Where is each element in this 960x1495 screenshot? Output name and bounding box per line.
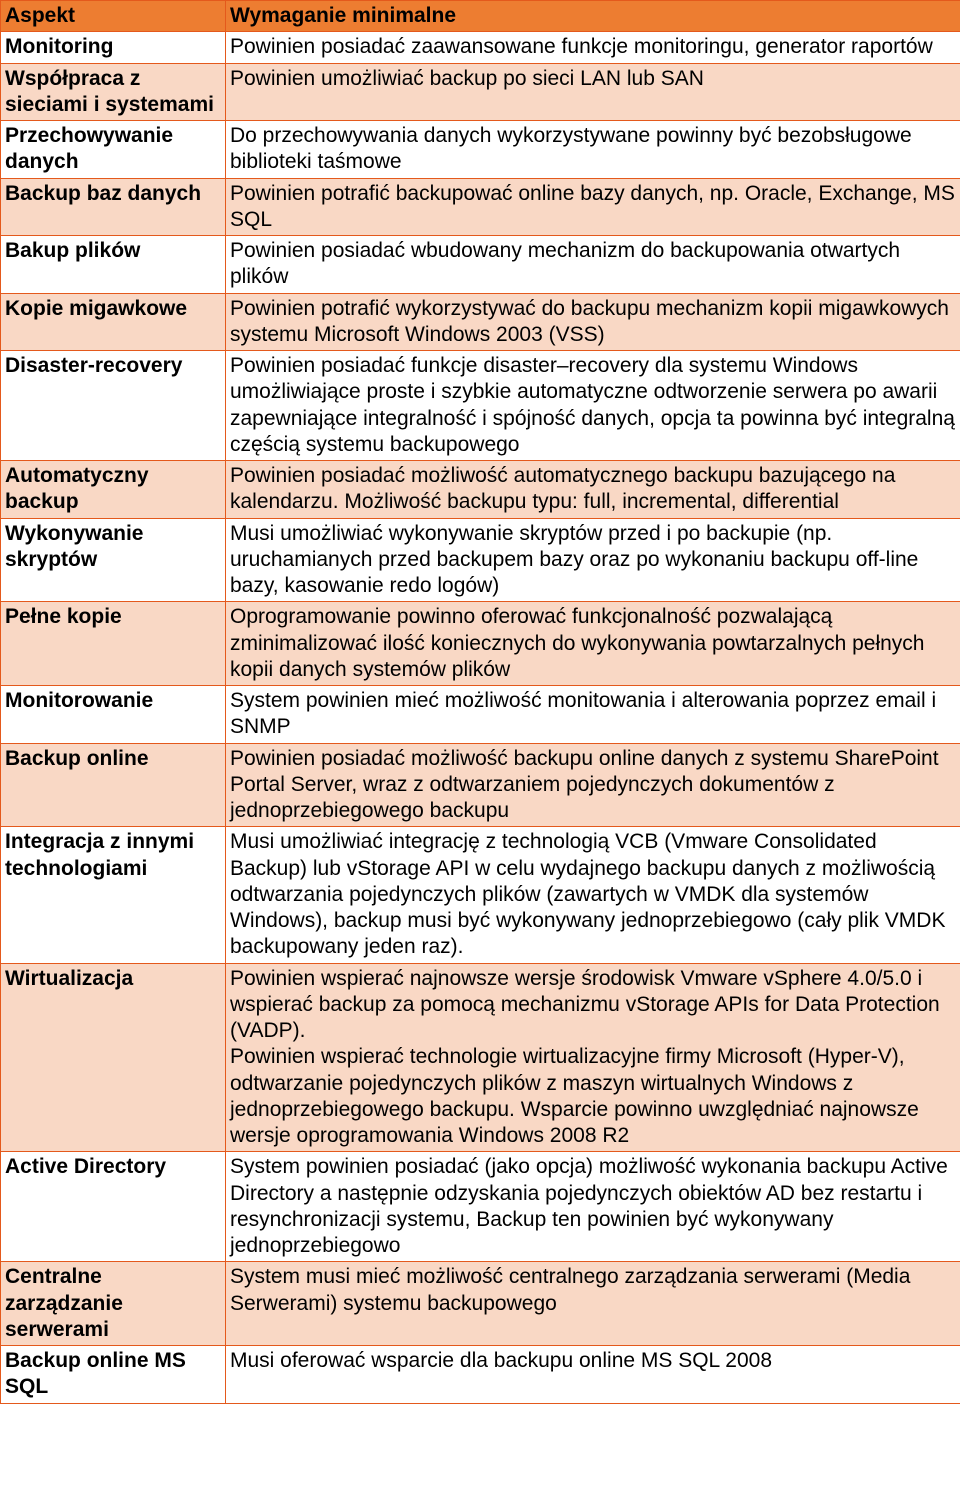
aspect-cell: Przechowywanie danych — [1, 121, 226, 179]
aspect-cell: Współpraca z sieciami i systemami — [1, 63, 226, 121]
requirement-cell: Powinien potrafić wykorzystywać do backu… — [226, 293, 960, 351]
requirement-cell: Powinien posiadać wbudowany mechanizm do… — [226, 236, 960, 294]
requirement-cell: Powinien potrafić backupować online bazy… — [226, 178, 960, 236]
table-row: Wykonywanie skryptówMusi umożliwiać wyko… — [1, 518, 960, 602]
aspect-cell: Active Directory — [1, 1152, 226, 1262]
table-row: Backup onlinePowinien posiadać możliwość… — [1, 743, 960, 827]
requirement-cell: Musi oferować wsparcie dla backupu onlin… — [226, 1346, 960, 1404]
table-row: Backup baz danychPowinien potrafić backu… — [1, 178, 960, 236]
aspect-cell: Bakup plików — [1, 236, 226, 294]
table-row: WirtualizacjaPowinien wspierać najnowsze… — [1, 963, 960, 1152]
table-body: MonitoringPowinien posiadać zaawansowane… — [1, 32, 960, 1403]
requirement-cell: System powinien posiadać (jako opcja) mo… — [226, 1152, 960, 1262]
table-row: Disaster-recoveryPowinien posiadać funkc… — [1, 351, 960, 461]
table-row: Centralne zarządzanie serweramiSystem mu… — [1, 1262, 960, 1346]
aspect-cell: Kopie migawkowe — [1, 293, 226, 351]
requirement-cell: Musi umożliwiać integrację z technologią… — [226, 827, 960, 963]
table-row: Współpraca z sieciami i systemamiPowinie… — [1, 63, 960, 121]
aspect-cell: Pełne kopie — [1, 602, 226, 686]
aspect-cell: Monitorowanie — [1, 686, 226, 744]
table-row: Automatyczny backupPowinien posiadać moż… — [1, 461, 960, 519]
aspect-cell: Automatyczny backup — [1, 461, 226, 519]
table-row: Przechowywanie danychDo przechowywania d… — [1, 121, 960, 179]
aspect-cell: Backup online MS SQL — [1, 1346, 226, 1404]
aspect-cell: Wykonywanie skryptów — [1, 518, 226, 602]
table-row: Pełne kopieOprogramowanie powinno oferow… — [1, 602, 960, 686]
table-header-row: Aspekt Wymaganie minimalne — [1, 1, 960, 32]
aspect-cell: Wirtualizacja — [1, 963, 226, 1152]
requirement-cell: Powinien umożliwiać backup po sieci LAN … — [226, 63, 960, 121]
aspect-cell: Centralne zarządzanie serwerami — [1, 1262, 226, 1346]
requirement-cell: Do przechowywania danych wykorzystywane … — [226, 121, 960, 179]
requirement-cell: System powinien mieć możliwość monitowan… — [226, 686, 960, 744]
header-aspect: Aspekt — [1, 1, 226, 32]
table-row: Backup online MS SQLMusi oferować wsparc… — [1, 1346, 960, 1404]
requirement-cell: Musi umożliwiać wykonywanie skryptów prz… — [226, 518, 960, 602]
requirement-cell: Powinien posiadać funkcje disaster–recov… — [226, 351, 960, 461]
aspect-cell: Disaster-recovery — [1, 351, 226, 461]
aspect-cell: Backup online — [1, 743, 226, 827]
table-row: Active DirectorySystem powinien posiadać… — [1, 1152, 960, 1262]
requirement-cell: Powinien wspierać najnowsze wersje środo… — [226, 963, 960, 1152]
table-row: Bakup plikówPowinien posiadać wbudowany … — [1, 236, 960, 294]
aspect-cell: Integracja z innymi technologiami — [1, 827, 226, 963]
requirement-cell: System musi mieć możliwość centralnego z… — [226, 1262, 960, 1346]
requirement-cell: Powinien posiadać możliwość automatyczne… — [226, 461, 960, 519]
aspect-cell: Monitoring — [1, 32, 226, 63]
header-requirement: Wymaganie minimalne — [226, 1, 960, 32]
table-row: MonitorowanieSystem powinien mieć możliw… — [1, 686, 960, 744]
table-row: Integracja z innymi technologiamiMusi um… — [1, 827, 960, 963]
aspect-cell: Backup baz danych — [1, 178, 226, 236]
requirement-cell: Oprogramowanie powinno oferować funkcjon… — [226, 602, 960, 686]
requirement-cell: Powinien posiadać zaawansowane funkcje m… — [226, 32, 960, 63]
table-row: Kopie migawkowe Powinien potrafić wykorz… — [1, 293, 960, 351]
requirements-table: Aspekt Wymaganie minimalne MonitoringPow… — [0, 0, 960, 1404]
requirement-cell: Powinien posiadać możliwość backupu onli… — [226, 743, 960, 827]
table-row: MonitoringPowinien posiadać zaawansowane… — [1, 32, 960, 63]
